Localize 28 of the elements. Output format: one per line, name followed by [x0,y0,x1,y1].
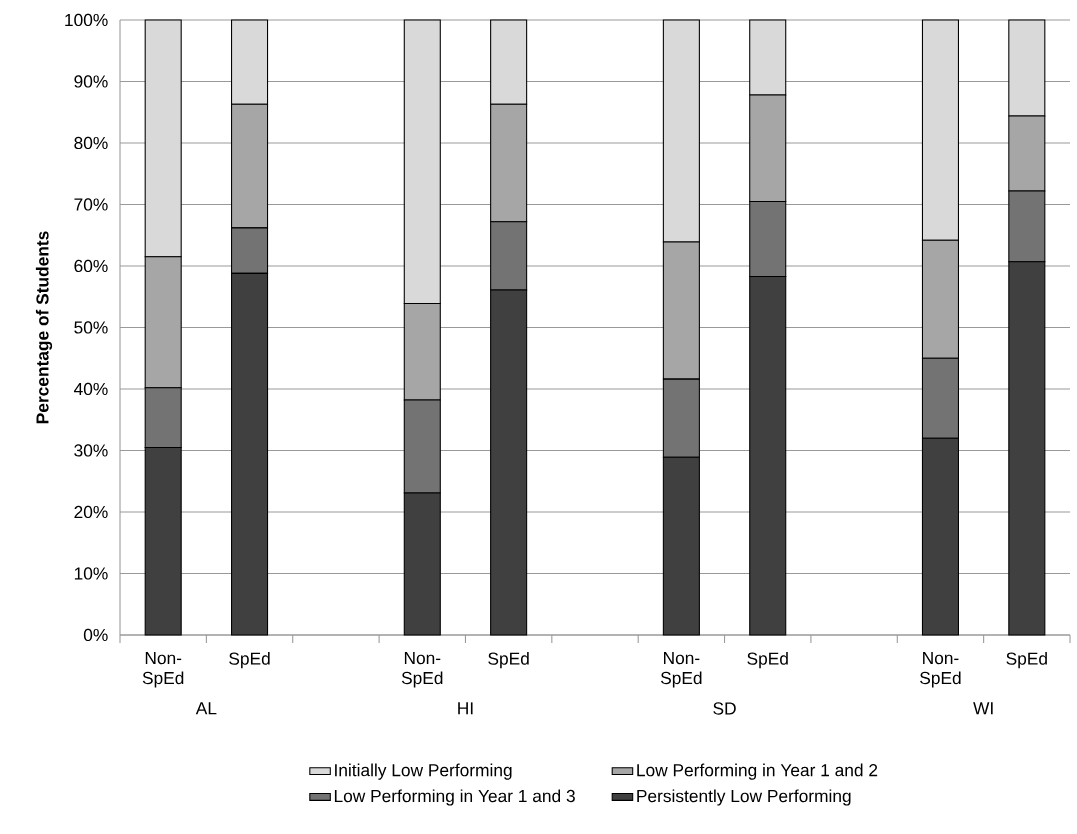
text: SD [713,702,736,715]
text: WI [973,702,993,715]
x-tick-label: Non-SpEd [401,652,443,688]
y-tick-label: 100% [65,13,108,27]
y-tick-label: 70% [74,198,108,211]
x-tick-label: Non-SpEd [660,652,702,688]
y-tick-label: 10% [74,567,108,580]
legend-label: Low Performing in Year 1 and 2 [637,763,878,780]
y-tick-label: 90% [74,75,108,88]
legend-label: Persistently Low Performing [637,789,851,806]
y-tick-label: 30% [74,444,108,457]
y-tick-label: 0% [83,628,108,642]
x-tick-label: SpEd [229,652,270,669]
y-tick-label: 60% [74,259,108,273]
y-tick-label: 50% [74,321,108,334]
x-tick-label: SpEd [747,652,788,669]
text: AL [195,702,217,715]
y-tick-label: 20% [74,505,108,519]
y-axis-title: Percentage of Students [35,231,53,424]
y-tick-label: 40% [73,382,108,396]
x-tick-label: SpEd [488,652,529,669]
x-tick-label: Non-SpEd [142,652,184,688]
y-tick-label: 80% [74,136,108,150]
x-tick-label: Non-SpEd [920,652,961,688]
legend-label: Initially Low Performing [335,763,512,780]
legend-label: Low Performing in Year 1 and 3 [334,789,575,806]
text: HI [458,702,473,715]
x-tick-label: SpEd [1006,652,1047,669]
